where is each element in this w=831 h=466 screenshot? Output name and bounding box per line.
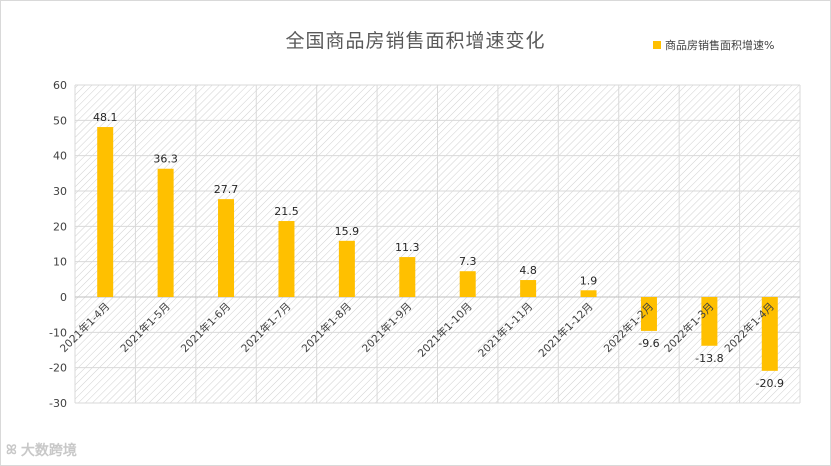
- bar: [640, 297, 657, 331]
- data-label: -20.9: [756, 377, 784, 390]
- data-label: 7.3: [459, 255, 477, 268]
- y-tick-label: -10: [49, 326, 67, 339]
- legend: 商品房销售面积增速%: [653, 37, 774, 53]
- y-tick-label: 20: [53, 220, 67, 233]
- data-label: -9.6: [638, 337, 659, 350]
- data-label: 15.9: [335, 225, 360, 238]
- bar: [520, 280, 537, 297]
- data-label: 36.3: [153, 153, 178, 166]
- data-label: 21.5: [274, 205, 299, 218]
- legend-swatch: [653, 41, 661, 49]
- y-tick-label: 40: [53, 150, 67, 163]
- watermark-logo-icon: ꕤ: [6, 442, 17, 458]
- y-tick-label: -30: [49, 397, 67, 410]
- chart-title: 全国商品房销售面积增速变化: [285, 30, 546, 52]
- bar: [701, 297, 718, 346]
- data-label: 4.8: [519, 264, 537, 277]
- bar: [278, 221, 295, 297]
- bar: [459, 271, 476, 297]
- y-tick-label: 30: [53, 185, 67, 198]
- y-tick-label: -20: [49, 362, 67, 375]
- data-label: 27.7: [214, 183, 239, 196]
- y-tick-label: 50: [53, 114, 67, 127]
- bar: [218, 199, 235, 297]
- y-tick-label: 10: [53, 256, 67, 269]
- bar: [338, 240, 355, 297]
- bar: [580, 290, 597, 297]
- bar: [157, 168, 174, 297]
- watermark: ꕤ 大数跨境: [6, 440, 77, 460]
- bar: [761, 297, 778, 371]
- y-tick-label: 60: [53, 79, 67, 92]
- y-tick-label: 0: [60, 291, 67, 304]
- bar: [97, 127, 114, 298]
- watermark-text: 大数跨境: [20, 443, 77, 459]
- data-label: 48.1: [93, 111, 118, 124]
- data-label: 11.3: [395, 241, 420, 254]
- legend-label: 商品房销售面积增速%: [665, 39, 775, 52]
- bar: [399, 257, 416, 297]
- data-label: 1.9: [580, 274, 598, 287]
- data-label: -13.8: [695, 352, 723, 365]
